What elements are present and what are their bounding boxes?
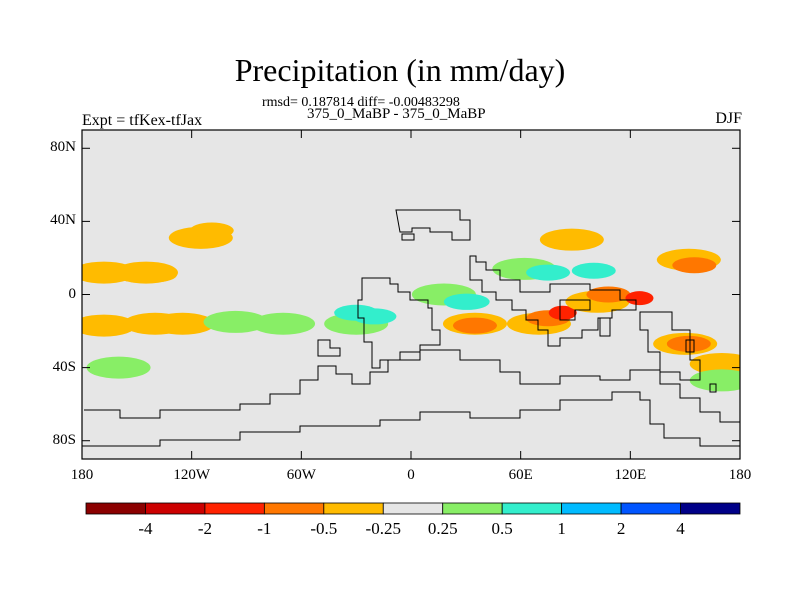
anomaly-layer: [82, 222, 740, 392]
coastline-layer: [82, 209, 740, 447]
colorbar-label: 1: [557, 519, 566, 538]
lon-tick-label: 0: [407, 467, 415, 483]
colorbar-label: -0.5: [310, 519, 338, 538]
lat-tick-label: 0: [68, 285, 77, 302]
anomaly-blob: [452, 317, 497, 334]
anomaly-blob: [672, 257, 717, 274]
anomaly-blob: [666, 335, 711, 352]
colorbar: [85, 502, 741, 515]
colorbar-swatch: [85, 502, 146, 515]
tick-marks: [81, 130, 741, 459]
anomaly-blob: [625, 291, 654, 306]
colorbar-label: 0.5: [491, 519, 513, 538]
colorbar-label: 2: [616, 519, 626, 538]
anomaly-blob: [689, 352, 740, 375]
season-label: DJF: [715, 110, 742, 127]
colorbar-label: 4: [676, 519, 685, 538]
anomaly-blob: [86, 356, 151, 379]
lat-tick-label: 80S: [52, 431, 76, 448]
coastline-maritime-continent: [559, 299, 717, 393]
lat-tick-label: 40N: [50, 212, 76, 229]
colorbar-swatch: [501, 502, 563, 515]
lat-tick-label: 80N: [50, 139, 76, 156]
colorbar-swatch: [382, 502, 444, 515]
lon-tick-label: 120W: [173, 467, 210, 483]
colorbar-swatch: [680, 502, 741, 515]
page-title: Precipitation (in mm/day): [234, 52, 566, 88]
lon-tick-label: 60W: [286, 467, 316, 483]
runs-line: 375_0_MaBP - 375_0_MaBP: [307, 106, 486, 122]
coastline-antarctica: [82, 349, 740, 447]
coastline-eurasia-outline: [395, 209, 637, 347]
coastline-africa-outline: [357, 277, 441, 369]
coastline-south-america: [317, 339, 341, 357]
colorbar-swatch: [561, 502, 622, 515]
colorbar-swatch: [204, 502, 265, 515]
anomaly-blob: [133, 266, 178, 283]
anomaly-blob: [352, 308, 397, 325]
lon-tick-label: 180: [70, 467, 94, 483]
colorbar-swatch: [323, 502, 384, 515]
anomaly-blob: [203, 310, 268, 333]
anomaly-blob: [251, 312, 316, 335]
lat-tick-label: 40S: [52, 358, 76, 375]
colorbar-label: -0.25: [365, 519, 401, 538]
anomaly-blob: [548, 305, 577, 320]
colorbar-swatch: [145, 502, 206, 515]
experiment-label: Expt = tfKex-tfJax: [82, 112, 203, 129]
anomaly-blob: [189, 222, 234, 239]
lon-tick-label: 180: [728, 467, 752, 483]
anomaly-blob: [539, 228, 604, 251]
colorbar-swatch: [442, 502, 503, 515]
colorbar-label: -1: [257, 519, 272, 538]
colorbar-label: -2: [197, 519, 212, 538]
colorbar-swatch: [263, 502, 325, 515]
stats-line: rmsd= 0.187814 diff= -0.00483298: [262, 95, 460, 110]
anomaly-blob: [150, 312, 215, 335]
anomaly-blob: [689, 369, 740, 392]
colorbar-swatch: [620, 502, 681, 515]
lon-tick-label: 60E: [508, 467, 533, 483]
anomaly-blob: [82, 314, 136, 337]
colorbar-label: -4: [138, 519, 153, 538]
colorbar-label: 0.25: [427, 519, 458, 538]
anomaly-blob: [571, 262, 616, 279]
lon-tick-label: 120E: [614, 467, 647, 483]
anomaly-blob: [445, 293, 490, 310]
anomaly-blob: [526, 264, 571, 281]
